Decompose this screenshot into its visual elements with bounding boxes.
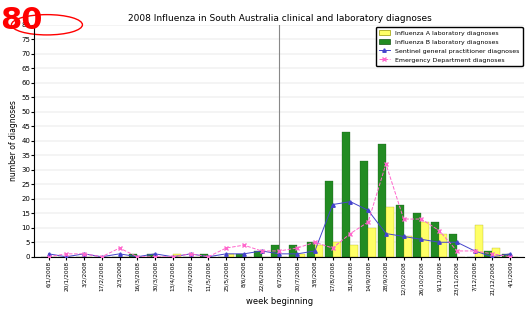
Bar	[386, 207, 394, 257]
Legend: Influenza A laboratory diagnoses, Influenza B laboratory diagnoses, Sentinel gen: Influenza A laboratory diagnoses, Influe…	[376, 27, 523, 66]
Bar	[289, 245, 297, 257]
Bar	[333, 242, 341, 257]
Bar	[173, 254, 181, 257]
Bar	[431, 222, 439, 257]
X-axis label: week beginning: week beginning	[246, 297, 313, 306]
Bar	[475, 225, 483, 257]
Bar	[325, 181, 333, 257]
Bar	[421, 222, 429, 257]
Bar	[271, 245, 279, 257]
Bar	[413, 213, 421, 257]
Bar	[350, 245, 358, 257]
Bar	[129, 254, 137, 257]
Bar	[396, 205, 404, 257]
Bar	[439, 234, 447, 257]
Bar	[378, 144, 386, 257]
Text: 80: 80	[0, 6, 42, 35]
Bar	[484, 251, 492, 257]
Bar	[492, 248, 500, 257]
Bar	[254, 251, 262, 257]
Bar	[360, 161, 368, 257]
Bar	[502, 254, 510, 257]
Title: 2008 Influenza in South Australia clinical and laboratory diagnoses: 2008 Influenza in South Australia clinic…	[128, 14, 431, 22]
Bar	[147, 254, 155, 257]
Bar	[315, 245, 323, 257]
Bar	[200, 254, 208, 257]
Bar	[226, 254, 234, 257]
Bar	[307, 242, 315, 257]
Bar	[297, 254, 305, 257]
Bar	[342, 132, 350, 257]
Y-axis label: number of diagnoses: number of diagnoses	[10, 100, 19, 181]
Bar	[236, 254, 244, 257]
Bar	[368, 228, 376, 257]
Bar	[449, 234, 457, 257]
Bar	[404, 236, 412, 257]
